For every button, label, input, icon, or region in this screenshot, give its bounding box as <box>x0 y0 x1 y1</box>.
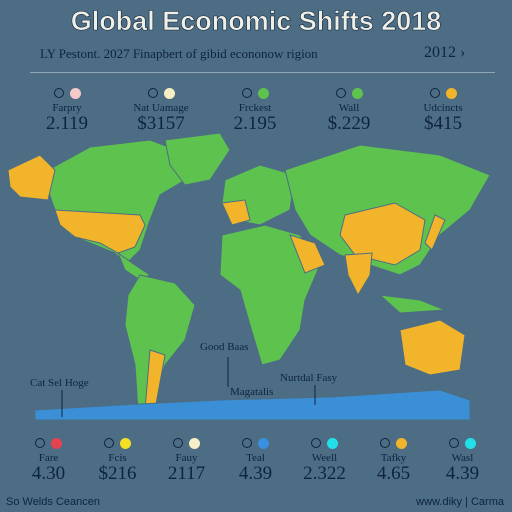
map-label: Good Baas <box>200 341 249 353</box>
japan <box>424 214 446 251</box>
stat-icon <box>69 87 81 99</box>
stat-icon <box>258 437 269 449</box>
divider <box>30 72 495 73</box>
stat-icon-row <box>83 434 152 452</box>
africa <box>219 224 321 366</box>
stat: Fauy 2117 <box>152 434 221 484</box>
stat: Fcis $216 <box>83 434 152 484</box>
stat-icon <box>445 87 457 99</box>
stat-label: Wasl <box>451 452 474 464</box>
stat-icon-row <box>114 84 208 102</box>
stat-icon-row <box>359 434 428 452</box>
stat: Wasl 4.39 <box>428 434 497 484</box>
stat: Teal 4.39 <box>221 434 290 484</box>
indonesia <box>378 294 446 314</box>
icon-ring <box>311 438 321 449</box>
stat-icon-row <box>152 434 221 452</box>
south-america <box>124 274 196 411</box>
stat: Udcincts $415 <box>396 84 490 134</box>
stat-icon-row <box>20 84 114 102</box>
stat-value: 4.30 <box>31 463 66 484</box>
stat-label: Udcincts <box>423 102 463 114</box>
stat-label: Frckest <box>238 102 272 114</box>
stat-label: Farpry <box>52 102 82 114</box>
map-label: Nurtdal Fasy <box>280 372 338 384</box>
icon-ring <box>147 88 158 99</box>
arabia <box>289 234 326 274</box>
stat: Nat Uamage $3157 <box>114 84 208 134</box>
icon-ring <box>104 438 114 449</box>
stat-label: Fcis <box>108 452 127 464</box>
icon-ring <box>429 88 440 99</box>
stat-value: 2.322 <box>303 463 346 484</box>
stat-value: 4.39 <box>445 463 480 484</box>
stat-icon-row <box>428 434 497 452</box>
year-selector[interactable]: 2012 › <box>424 44 466 61</box>
stat-label: Nat Uamage <box>133 102 189 114</box>
stat-value: 2117 <box>167 463 206 484</box>
stat-icon <box>465 437 476 449</box>
stat-value: 2.195 <box>233 113 277 134</box>
stat-icon-row <box>14 434 83 452</box>
china <box>339 202 426 266</box>
stat-icon <box>51 437 62 449</box>
stat-icon <box>257 87 269 99</box>
stat-icon <box>396 437 407 449</box>
stat-label: Weell <box>311 452 338 464</box>
stat-icon-row <box>208 84 302 102</box>
icon-ring <box>35 438 45 449</box>
india <box>344 252 373 297</box>
stat-value: $.229 <box>327 113 371 134</box>
stat: Frckest 2.195 <box>208 84 302 134</box>
icon-ring <box>173 438 183 449</box>
stat: Wall $.229 <box>302 84 396 134</box>
icon-ring <box>241 88 252 99</box>
stat-label: Fauy <box>175 452 198 464</box>
stat: Weell 2.322 <box>290 434 359 484</box>
stat: Fare 4.30 <box>14 434 83 484</box>
stat-icon-row <box>221 434 290 452</box>
stat: Tafky 4.65 <box>359 434 428 484</box>
stat-icon <box>327 437 338 449</box>
stat-icon <box>120 437 131 449</box>
stat-icon-row <box>302 84 396 102</box>
stat-value: 2.119 <box>45 113 89 134</box>
stat-icon <box>189 437 200 449</box>
greenland <box>164 132 231 186</box>
stat-value: $415 <box>424 113 462 134</box>
icon-ring <box>449 438 459 449</box>
stat-label: Teal <box>246 452 265 464</box>
stat-value: 4.65 <box>376 463 411 484</box>
map-label: Magatalis <box>230 386 273 398</box>
stat-label: Wall <box>338 102 360 114</box>
stat-label: Tafky <box>380 452 407 464</box>
stat-icon <box>351 87 363 99</box>
subtitle: LY Pestont. 2027 Finapbert of gibid econ… <box>40 46 318 61</box>
stat-value: $216 <box>98 463 137 484</box>
footer-right: www.diky | Carma <box>416 496 504 508</box>
europe-west <box>221 199 251 226</box>
footer-left: So Welds Ceancen <box>6 496 100 508</box>
antarctica <box>34 389 471 421</box>
icon-ring <box>242 438 252 449</box>
stat-icon-row <box>290 434 359 452</box>
australia <box>399 319 466 376</box>
stat: Farpry 2.119 <box>20 84 114 134</box>
map-label: Cat Sel Hoge <box>30 377 89 389</box>
stat-icon-row <box>396 84 490 102</box>
icon-ring <box>335 88 346 99</box>
icon-ring <box>53 88 64 99</box>
stat-label: Fare <box>38 452 59 464</box>
stat-value: 4.39 <box>238 463 273 484</box>
alaska <box>7 154 56 201</box>
world-map: Good Baas Nurtdal Fasy Cat Sel Hoge Magatal… <box>7 132 491 421</box>
stat-icon <box>163 87 175 99</box>
icon-ring <box>380 438 390 449</box>
title: Global Economic Shifts 2018 <box>70 6 442 37</box>
stat-value: $3157 <box>137 113 185 134</box>
